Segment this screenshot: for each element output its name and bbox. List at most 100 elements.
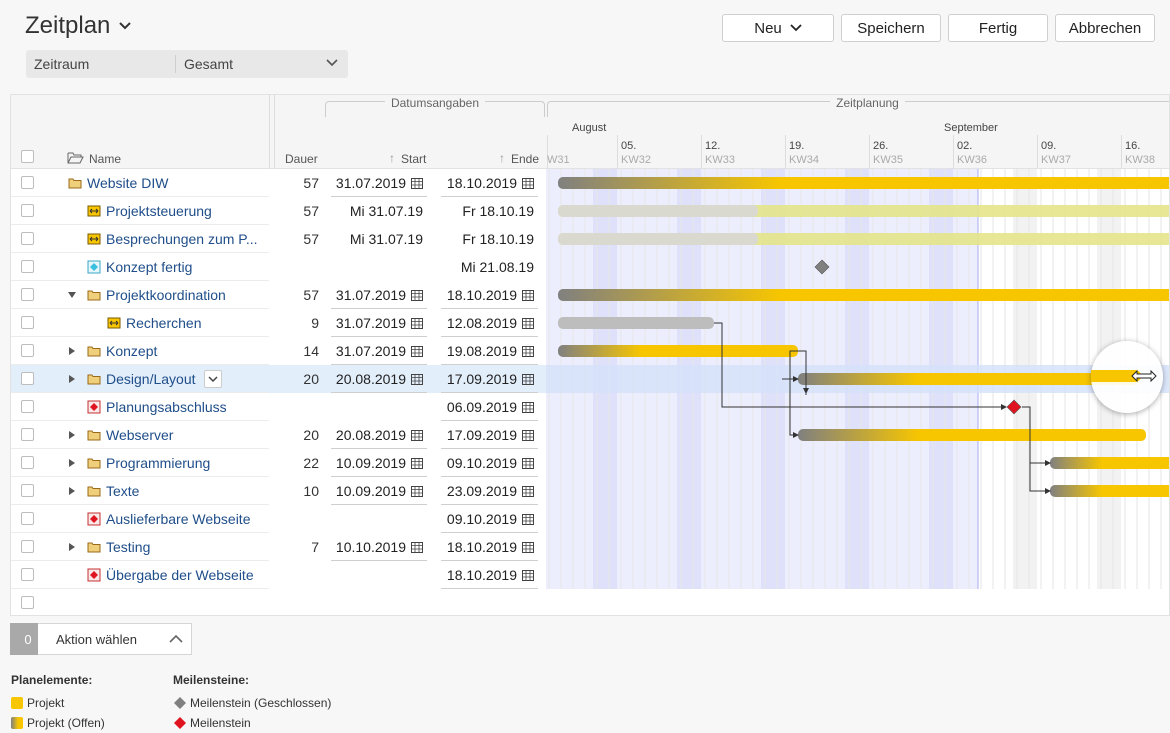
table-row[interactable]: Besprechungen zum P... 57 Mi 31.07.19 Fr 18… bbox=[11, 225, 1169, 253]
gantt-bar[interactable] bbox=[798, 429, 1146, 441]
task-name-cell[interactable]: Texte bbox=[87, 477, 139, 505]
table-row[interactable]: Konzept fertig Mi 21.08.19 bbox=[11, 253, 1169, 281]
duration-cell[interactable]: 20 bbox=[303, 371, 319, 387]
task-name[interactable]: Auslieferbare Webseite bbox=[106, 511, 251, 527]
row-checkbox[interactable] bbox=[21, 316, 34, 329]
task-name[interactable]: Konzept fertig bbox=[106, 259, 193, 275]
start-date-cell[interactable]: 10.10.2019 bbox=[331, 533, 427, 561]
task-name[interactable]: Besprechungen zum P... bbox=[106, 231, 258, 247]
duration-cell[interactable]: 7 bbox=[311, 539, 319, 555]
calendar-icon[interactable] bbox=[406, 483, 423, 499]
calendar-icon[interactable] bbox=[517, 399, 534, 415]
new-button[interactable]: Neu bbox=[722, 14, 834, 42]
calendar-icon[interactable] bbox=[517, 287, 534, 303]
task-name[interactable]: Übergabe der Webseite bbox=[106, 567, 254, 583]
start-date-cell[interactable]: 20.08.2019 bbox=[331, 365, 427, 393]
gantt-bar[interactable] bbox=[558, 345, 798, 357]
end-date-cell[interactable]: 19.08.2019 bbox=[441, 337, 538, 365]
row-checkbox[interactable] bbox=[21, 428, 34, 441]
duration-cell[interactable]: 57 bbox=[303, 287, 319, 303]
row-checkbox[interactable] bbox=[21, 344, 34, 357]
start-date-cell[interactable]: Mi 31.07.19 bbox=[331, 225, 427, 253]
calendar-icon[interactable] bbox=[517, 371, 534, 387]
gantt-bar[interactable] bbox=[558, 317, 714, 329]
calendar-icon[interactable] bbox=[517, 567, 534, 583]
end-date-cell[interactable]: 18.10.2019 bbox=[441, 533, 538, 561]
gantt-bar[interactable] bbox=[558, 289, 1170, 301]
calendar-icon[interactable] bbox=[406, 427, 423, 443]
task-name-cell[interactable]: Design/Layout bbox=[87, 365, 222, 393]
end-date-cell[interactable]: 12.08.2019 bbox=[441, 309, 538, 337]
row-checkbox[interactable] bbox=[21, 540, 34, 553]
chevron-down-icon[interactable] bbox=[118, 21, 132, 31]
task-name[interactable]: Programmierung bbox=[106, 455, 211, 471]
task-name-cell[interactable]: Testing bbox=[87, 533, 150, 561]
calendar-icon[interactable] bbox=[406, 315, 423, 331]
new-row-checkbox[interactable] bbox=[21, 596, 34, 609]
duration-cell[interactable]: 10 bbox=[303, 483, 319, 499]
col-name-header[interactable]: Name bbox=[89, 152, 122, 166]
collapse-caret-icon[interactable] bbox=[67, 290, 77, 300]
task-name-cell[interactable]: Auslieferbare Webseite bbox=[87, 505, 250, 533]
timeframe-filter[interactable]: Zeitraum Gesamt bbox=[26, 50, 348, 78]
col-end-header[interactable]: Ende bbox=[511, 152, 540, 166]
start-date-cell[interactable]: 10.09.2019 bbox=[331, 449, 427, 477]
task-name[interactable]: Recherchen bbox=[126, 315, 202, 331]
gantt-bar[interactable] bbox=[1050, 485, 1170, 497]
table-row[interactable]: Programmierung 22 10.09.2019 09.10.2019 bbox=[11, 449, 1169, 477]
end-date-cell[interactable]: 18.10.2019 bbox=[441, 169, 538, 197]
start-date-cell[interactable]: 20.08.2019 bbox=[331, 421, 427, 449]
calendar-icon[interactable] bbox=[517, 455, 534, 471]
row-checkbox[interactable] bbox=[21, 204, 34, 217]
expand-caret-icon[interactable] bbox=[67, 486, 77, 496]
table-row[interactable]: Texte 10 10.09.2019 23.09.2019 bbox=[11, 477, 1169, 505]
row-checkbox[interactable] bbox=[21, 288, 34, 301]
calendar-icon[interactable] bbox=[517, 483, 534, 499]
task-name-cell[interactable]: Konzept fertig bbox=[87, 253, 192, 281]
task-name-cell[interactable]: Besprechungen zum P... bbox=[87, 225, 258, 253]
table-row[interactable]: Website DIW 57 31.07.2019 18.10.2019 bbox=[11, 169, 1169, 197]
calendar-icon[interactable] bbox=[517, 315, 534, 331]
duration-cell[interactable]: 57 bbox=[303, 231, 319, 247]
end-date-cell[interactable]: Fr 18.10.19 bbox=[441, 225, 538, 253]
start-date-cell[interactable] bbox=[331, 393, 427, 421]
end-date-cell[interactable]: 17.09.2019 bbox=[441, 365, 538, 393]
calendar-icon[interactable] bbox=[406, 175, 423, 191]
task-name-cell[interactable]: Projektkoordination bbox=[87, 281, 226, 309]
table-row[interactable]: Testing 7 10.10.2019 18.10.2019 bbox=[11, 533, 1169, 561]
task-name-cell[interactable]: Planungsabschluss bbox=[87, 393, 227, 421]
start-date-cell[interactable] bbox=[331, 505, 427, 533]
task-name-cell[interactable]: Website DIW bbox=[68, 169, 168, 197]
end-date-cell[interactable]: 06.09.2019 bbox=[441, 393, 538, 421]
start-date-cell[interactable] bbox=[331, 253, 427, 281]
calendar-icon[interactable] bbox=[406, 371, 423, 387]
task-name[interactable]: Website DIW bbox=[87, 175, 169, 191]
table-row[interactable]: Recherchen 9 31.07.2019 12.08.2019 bbox=[11, 309, 1169, 337]
task-name-cell[interactable]: Recherchen bbox=[107, 309, 202, 337]
milestone-marker[interactable] bbox=[814, 259, 830, 275]
task-name[interactable]: Webserver bbox=[106, 427, 174, 443]
task-name[interactable]: Projektkoordination bbox=[106, 287, 226, 303]
calendar-icon[interactable] bbox=[406, 539, 423, 555]
duration-cell[interactable] bbox=[279, 505, 319, 533]
row-checkbox[interactable] bbox=[21, 568, 34, 581]
duration-cell[interactable]: 57 bbox=[303, 203, 319, 219]
col-duration-header[interactable]: Dauer bbox=[285, 152, 318, 166]
end-date-cell[interactable]: 18.10.2019 bbox=[441, 281, 538, 309]
done-button[interactable]: Fertig bbox=[948, 14, 1048, 42]
end-date-cell[interactable]: 18.10.2019 bbox=[441, 561, 538, 589]
col-start-header[interactable]: Start bbox=[401, 152, 427, 166]
end-date-cell[interactable]: 09.10.2019 bbox=[441, 449, 538, 477]
cancel-button[interactable]: Abbrechen bbox=[1055, 14, 1155, 42]
task-name[interactable]: Planungsabschluss bbox=[106, 399, 227, 415]
row-checkbox[interactable] bbox=[21, 400, 34, 413]
end-date-cell[interactable]: Fr 18.10.19 bbox=[441, 197, 538, 225]
table-row[interactable]: Projektsteuerung 57 Mi 31.07.19 Fr 18.10.19 bbox=[11, 197, 1169, 225]
gantt-bar[interactable] bbox=[558, 177, 1170, 189]
calendar-icon[interactable] bbox=[517, 511, 534, 527]
task-name-cell[interactable]: Projektsteuerung bbox=[87, 197, 212, 225]
calendar-icon[interactable] bbox=[406, 343, 423, 359]
start-date-cell[interactable]: 10.09.2019 bbox=[331, 477, 427, 505]
row-checkbox[interactable] bbox=[21, 260, 34, 273]
start-date-cell[interactable]: 31.07.2019 bbox=[331, 309, 427, 337]
